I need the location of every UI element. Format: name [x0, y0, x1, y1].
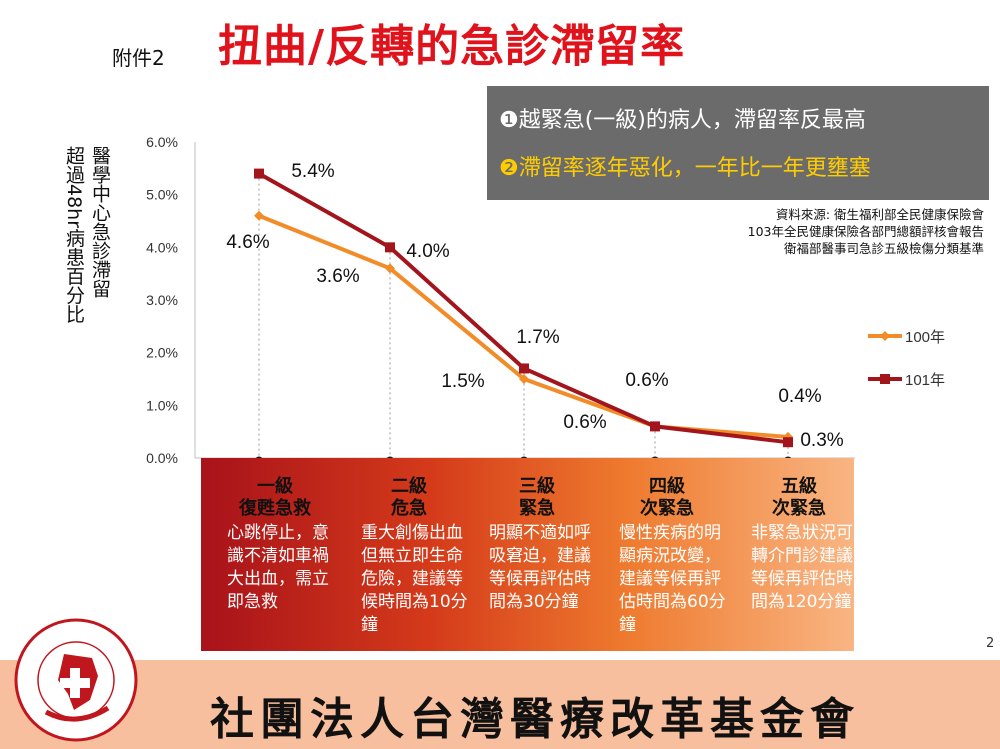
triage-level-name: 次緊急: [640, 498, 694, 519]
triage-level: 五級: [781, 476, 817, 497]
triage-level-name: 次緊急: [772, 498, 826, 519]
triage-category-band: 一級 復甦急救 心跳停止，意識不清如車禍大出血，需立即急救 二級 危急 重大創傷出血但無立…: [201, 458, 854, 651]
triage-level-name: 緊急: [519, 498, 555, 519]
legend-marker: [880, 374, 890, 384]
y-tick-label: 6.0%: [146, 134, 178, 150]
data-point: [254, 210, 264, 221]
triage-level-name: 復甦急救: [239, 498, 311, 519]
footer-banner: [0, 660, 1000, 749]
source-line-2: 103年全民健康保險各部門總額評核會報告: [747, 224, 984, 239]
legend-label: 101年: [905, 372, 945, 389]
y-tick-label: 3.0%: [146, 292, 178, 308]
source-line-3: 衛福部醫事司急診五級檢傷分類基準: [783, 241, 984, 256]
callout-point-2: ❷滯留率逐年惡化，一年比一年更壅塞: [499, 156, 871, 181]
data-label: 1.7%: [516, 327, 559, 348]
data-point: [650, 421, 660, 432]
y-axis-label-line-1: 醫學中心急診滯留: [89, 146, 111, 298]
data-label: 3.6%: [316, 266, 359, 287]
data-point: [783, 437, 793, 448]
triage-category: 四級 次緊急慢性疾病的明顯病況改變，建議等候再評估時間為60分鐘: [603, 476, 731, 637]
callout-point-1: ❶越緊急(一級)的病人，滯留率反最高: [499, 108, 866, 133]
data-point: [254, 168, 264, 179]
y-axis-label-line-2: 超過48hr病患百分比: [63, 146, 85, 324]
series-line-101年: [258, 171, 789, 445]
data-label: 0.6%: [625, 370, 668, 391]
triage-category: 二級 危急重大創傷出血但無立即生命危險，建議等候時間為10分鐘: [345, 476, 473, 637]
page-number: 2: [986, 636, 995, 651]
triage-level: 四級: [649, 476, 685, 497]
triage-category: 三級 緊急明顯不適如呼吸窘迫，建議等候再評估時間為30分鐘: [473, 476, 601, 614]
foundation-name: 社團法人台灣醫療改革基金會: [210, 694, 860, 745]
data-label: 4.0%: [406, 241, 449, 262]
data-label: 5.4%: [291, 161, 334, 182]
data-point: [519, 363, 529, 374]
triage-category: 一級 復甦急救心跳停止，意識不清如車禍大出血，需立即急救: [211, 476, 339, 614]
triage-level-name: 危急: [391, 498, 427, 519]
triage-category: 五級 次緊急非緊急狀況可轉介門診建議等候再評估時間為120分鐘: [735, 476, 863, 614]
callout-box: ❶越緊急(一級)的病人，滯留率反最高 ❷滯留率逐年惡化，一年比一年更壅塞: [487, 86, 989, 200]
data-point: [385, 242, 395, 253]
foundation-logo-icon: [14, 618, 138, 742]
triage-description: 明顯不適如呼吸窘迫，建議等候再評估時間為30分鐘: [489, 523, 591, 612]
triage-level: 一級: [257, 476, 293, 497]
legend-label: 100年: [905, 329, 945, 346]
page-title: 扭曲/反轉的急診滯留率: [218, 21, 686, 72]
data-label: 0.4%: [778, 386, 821, 407]
y-tick-label: 2.0%: [146, 345, 178, 361]
data-point: [519, 374, 529, 384]
data-point: [385, 263, 395, 274]
data-label: 0.3%: [800, 430, 843, 451]
triage-level: 三級: [519, 476, 555, 497]
y-tick-label: 4.0%: [146, 239, 178, 255]
legend-marker: [880, 331, 890, 341]
data-label: 1.5%: [441, 371, 484, 392]
y-tick-label: 5.0%: [146, 187, 178, 203]
triage-description: 非緊急狀況可轉介門診建議等候再評估時間為120分鐘: [751, 523, 853, 612]
data-label: 4.6%: [226, 232, 269, 253]
triage-description: 慢性疾病的明顯病況改變，建議等候再評估時間為60分鐘: [619, 523, 726, 635]
data-label: 0.6%: [563, 412, 606, 433]
source-line-1: 資料來源: 衛生福利部全民健康保險會: [775, 207, 984, 222]
attachment-label: 附件2: [112, 46, 165, 70]
y-tick-label: 0.0%: [146, 450, 178, 466]
triage-level: 二級: [391, 476, 427, 497]
source-note: 資料來源: 衛生福利部全民健康保險會 103年全民健康保險各部門總額評核會報告 …: [748, 206, 984, 257]
triage-description: 心跳停止，意識不清如車禍大出血，需立即急救: [227, 523, 329, 612]
triage-description: 重大創傷出血但無立即生命危險，建議等候時間為10分鐘: [361, 523, 468, 635]
y-tick-label: 1.0%: [146, 397, 178, 413]
